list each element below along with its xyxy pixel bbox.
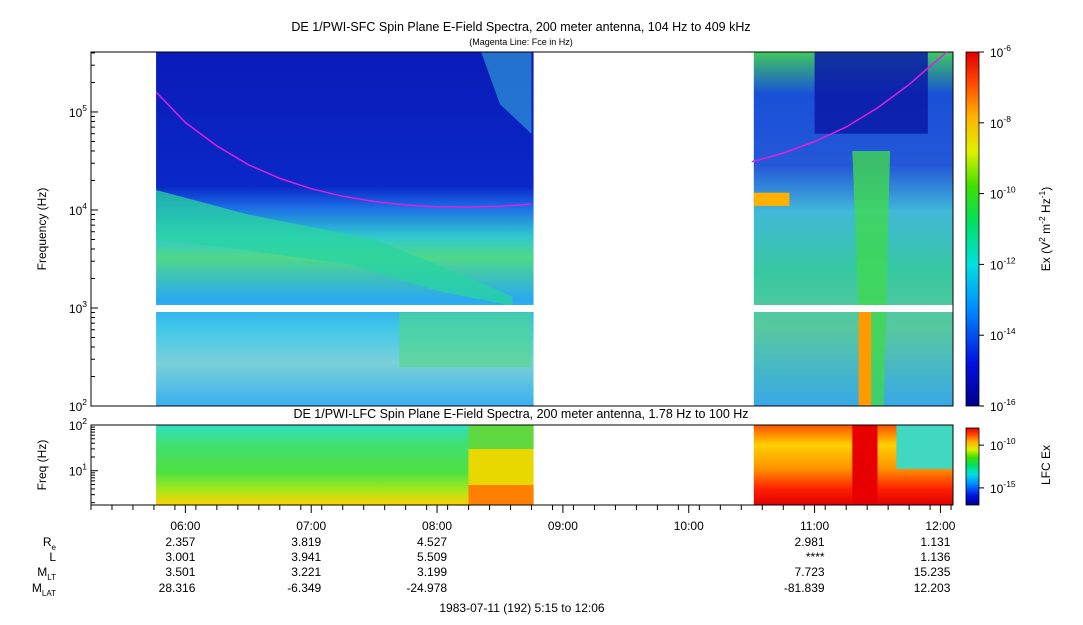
lfc-ytick-label-1: 102 [69, 416, 87, 433]
ephemeris-value: 1.136 [920, 550, 950, 564]
sfc-colorbar-gradient [965, 51, 980, 407]
ephemeris-value: 3.221 [291, 565, 321, 579]
lfc-hot-stripe [852, 425, 878, 505]
sfc-subtitle: (Magenta Line: Fce in Hz) [469, 37, 573, 47]
ephemeris-value: 2.981 [795, 535, 825, 549]
sfc-cbar-label-4: 10-14 [990, 326, 1016, 343]
sfc-y-axis-label: Frequency (Hz) [35, 188, 49, 271]
sfc-dark-upper-region [814, 52, 928, 134]
sfc-colorbar: 10-6 10-8 10-10 10-12 10-14 10-16 Ex (V2 m-2 … [965, 43, 1053, 414]
ephemeris-row-label-2: MLT [37, 565, 56, 582]
sfc-plot-frame [90, 51, 954, 407]
lfc-colorbar-label: LFC Ex [1039, 445, 1053, 485]
ephemeris-value: **** [806, 550, 825, 564]
sfc-upper-emission [481, 52, 532, 134]
sfc-range-gap-2 [753, 304, 953, 312]
time-tick-label-3: 09:00 [548, 519, 578, 533]
lfc-data-block-2b [896, 425, 953, 469]
sfc-cbar-label-2: 10-10 [990, 185, 1016, 202]
ephemeris-value: 2.357 [165, 535, 195, 549]
sfc-emission-band [156, 189, 513, 306]
fce-line-segment-2 [751, 51, 948, 163]
ephemeris-value: 3.199 [417, 565, 447, 579]
lfc-cbar-label-0: 10-10 [990, 436, 1016, 453]
ephemeris-value: 5.509 [417, 550, 447, 564]
sfc-title: DE 1/PWI-SFC Spin Plane E-Field Spectra,… [291, 20, 750, 34]
ephemeris-value: 3.501 [165, 565, 195, 579]
ephemeris-value: 7.723 [795, 565, 825, 579]
sfc-ytick-label-2: 104 [69, 201, 87, 218]
sfc-cbar-label-5: 10-16 [990, 397, 1016, 414]
time-tick-label-0: 06:00 [170, 519, 200, 533]
ephemeris-row-label-0: Re [43, 535, 57, 552]
sfc-ytick-label-0: 102 [69, 397, 87, 414]
sfc-ytick-label-3: 105 [69, 103, 87, 120]
time-tick-label-5: 11:00 [800, 519, 829, 533]
lfc-cbar-label-1: 10-15 [990, 479, 1016, 496]
time-tick-label-1: 07:00 [296, 519, 326, 533]
lfc-y-axis-label: Freq (Hz) [35, 440, 49, 491]
sfc-range-gap-1 [156, 304, 534, 312]
sfc-colorbar-label: Ex (V2 m-2 Hz-1) [1037, 187, 1053, 272]
lfc-ytick-label-0: 101 [69, 462, 87, 479]
sfc-low-freq-patch [399, 312, 532, 367]
ephemeris-row-label-1: L [49, 550, 56, 564]
sfc-heatmap-layer [156, 52, 953, 406]
footer-date-range: 1983-07-11 (192) 5:15 to 12:06 [439, 601, 605, 615]
time-tick-label-4: 10:00 [674, 519, 704, 533]
sfc-orange-band [753, 192, 790, 206]
sfc-cbar-label-3: 10-12 [990, 255, 1016, 272]
lfc-colorbar-gradient [965, 427, 980, 506]
sfc-spectrogram-panel: 102 103 104 105 Frequency (Hz) [35, 51, 954, 414]
ephemeris-value: 3.001 [165, 550, 195, 564]
lfc-data-block-1c [468, 425, 534, 449]
ephemeris-value: 4.527 [417, 535, 447, 549]
ephemeris-value: 15.235 [914, 565, 951, 579]
ephemeris-value: 12.203 [914, 581, 951, 595]
ephemeris-value: -6.349 [287, 581, 321, 595]
lfc-heatmap-layer [156, 425, 953, 505]
fce-line-segment-1 [155, 91, 532, 208]
lfc-spectrogram-panel: 101 102 Freq (Hz) [35, 416, 954, 506]
ephemeris-value: 28.316 [159, 581, 196, 595]
time-tick-label-2: 08:00 [422, 519, 452, 533]
lfc-data-block-1d [468, 485, 534, 505]
ephemeris-row-label-3: MLAT [32, 581, 56, 598]
ephemeris-value: -81.839 [784, 581, 825, 595]
lfc-colorbar: 10-10 10-15 LFC Ex [965, 427, 1053, 506]
ephemeris-value: 3.819 [291, 535, 321, 549]
ephemeris-value: 3.941 [291, 550, 321, 564]
ephemeris-value: 1.131 [920, 535, 950, 549]
time-axis: 06:00 07:00 08:00 09:00 10:00 11:00 12:00 [90, 504, 956, 533]
ephemeris-value: -24.978 [406, 581, 447, 595]
sfc-vertical-hot-stripe [858, 307, 872, 406]
time-tick-label-6: 12:00 [925, 519, 955, 533]
lfc-title: DE 1/PWI-LFC Spin Plane E-Field Spectra,… [293, 407, 748, 421]
sfc-cbar-label-0: 10-6 [990, 43, 1011, 60]
sfc-cbar-label-1: 10-8 [990, 114, 1011, 131]
lfc-data-block-1 [156, 425, 469, 505]
sfc-ytick-label-1: 103 [69, 299, 87, 316]
ephemeris-table: Re 2.357 3.819 4.527 2.981 1.131 L 3.001 3.941 5.… [32, 535, 951, 598]
